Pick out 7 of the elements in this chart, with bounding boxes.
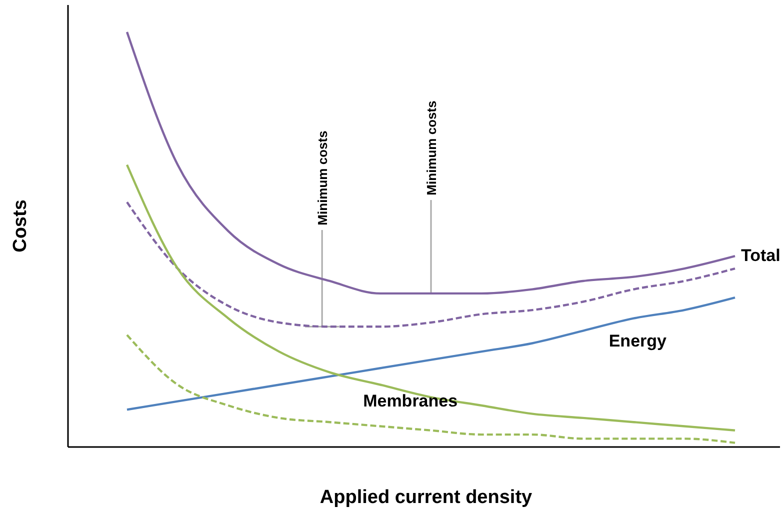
series-label: Energy bbox=[608, 331, 668, 350]
annotation: Minimum costs bbox=[424, 100, 439, 196]
series-label: Membranes bbox=[363, 392, 458, 411]
annotation: Minimum costs bbox=[315, 130, 330, 226]
y-axis-title: Costs bbox=[10, 200, 31, 252]
x-axis-title: Applied current density bbox=[320, 487, 533, 508]
series-label: Total bbox=[741, 246, 780, 266]
